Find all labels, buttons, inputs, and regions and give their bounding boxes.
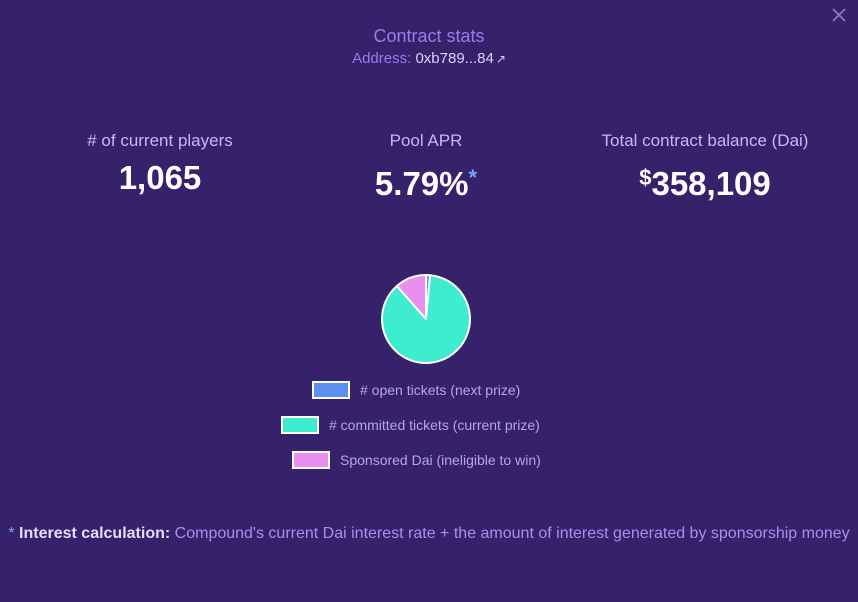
modal-title: Contract stats [373, 26, 485, 46]
legend-swatch [312, 381, 350, 399]
pie-chart [381, 274, 471, 364]
stat-label: Total contract balance (Dai) [601, 131, 809, 150]
stat-value-row: $358,109 [580, 158, 830, 204]
external-link-icon: ↗ [495, 52, 506, 66]
close-icon [832, 8, 846, 22]
legend-item-open-tickets: # open tickets (next prize) [312, 380, 520, 400]
stat-total-balance: Total contract balance (Dai) $358,109 [580, 130, 830, 204]
legend-swatch [281, 416, 319, 434]
interest-footnote: * Interest calculation: Compound's curre… [0, 521, 858, 547]
legend-label: Sponsored Dai (ineligible to win) [340, 452, 541, 468]
legend-item-sponsored-dai: Sponsored Dai (ineligible to win) [292, 450, 541, 470]
legend-item-committed-tickets: # committed tickets (current prize) [281, 415, 540, 435]
footnote-star: * [8, 525, 15, 542]
address-value: 0xb789...84 [415, 50, 494, 67]
stat-value: 358,109 [651, 165, 771, 202]
stat-current-players: # of current players 1,065 [60, 130, 260, 198]
modal-header: Contract stats Address: 0xb789...84 ↗ [0, 25, 858, 69]
legend-swatch [292, 451, 330, 469]
stat-value: 5.79% [374, 165, 469, 202]
stat-value-row: 5.79%* [326, 158, 526, 204]
stat-label: # of current players [87, 131, 233, 150]
address-label: Address: [352, 50, 412, 67]
stat-pool-apr: Pool APR 5.79%* [326, 130, 526, 204]
stat-label: Pool APR [389, 131, 463, 150]
pie-slice [395, 274, 427, 320]
footnote-marker: * [468, 165, 478, 190]
legend-label: # open tickets (next prize) [360, 382, 521, 398]
address-link[interactable]: 0xb789...84 ↗ [415, 50, 505, 67]
legend-label: # committed tickets (current prize) [329, 417, 540, 433]
footnote-text: Compound's current Dai interest rate + t… [174, 525, 850, 542]
address-line: Address: 0xb789...84 ↗ [0, 49, 858, 69]
footnote-heading: Interest calculation: [19, 525, 171, 542]
stat-value: 1,065 [118, 159, 202, 196]
currency-symbol: $ [639, 165, 652, 190]
close-button[interactable] [828, 4, 850, 26]
